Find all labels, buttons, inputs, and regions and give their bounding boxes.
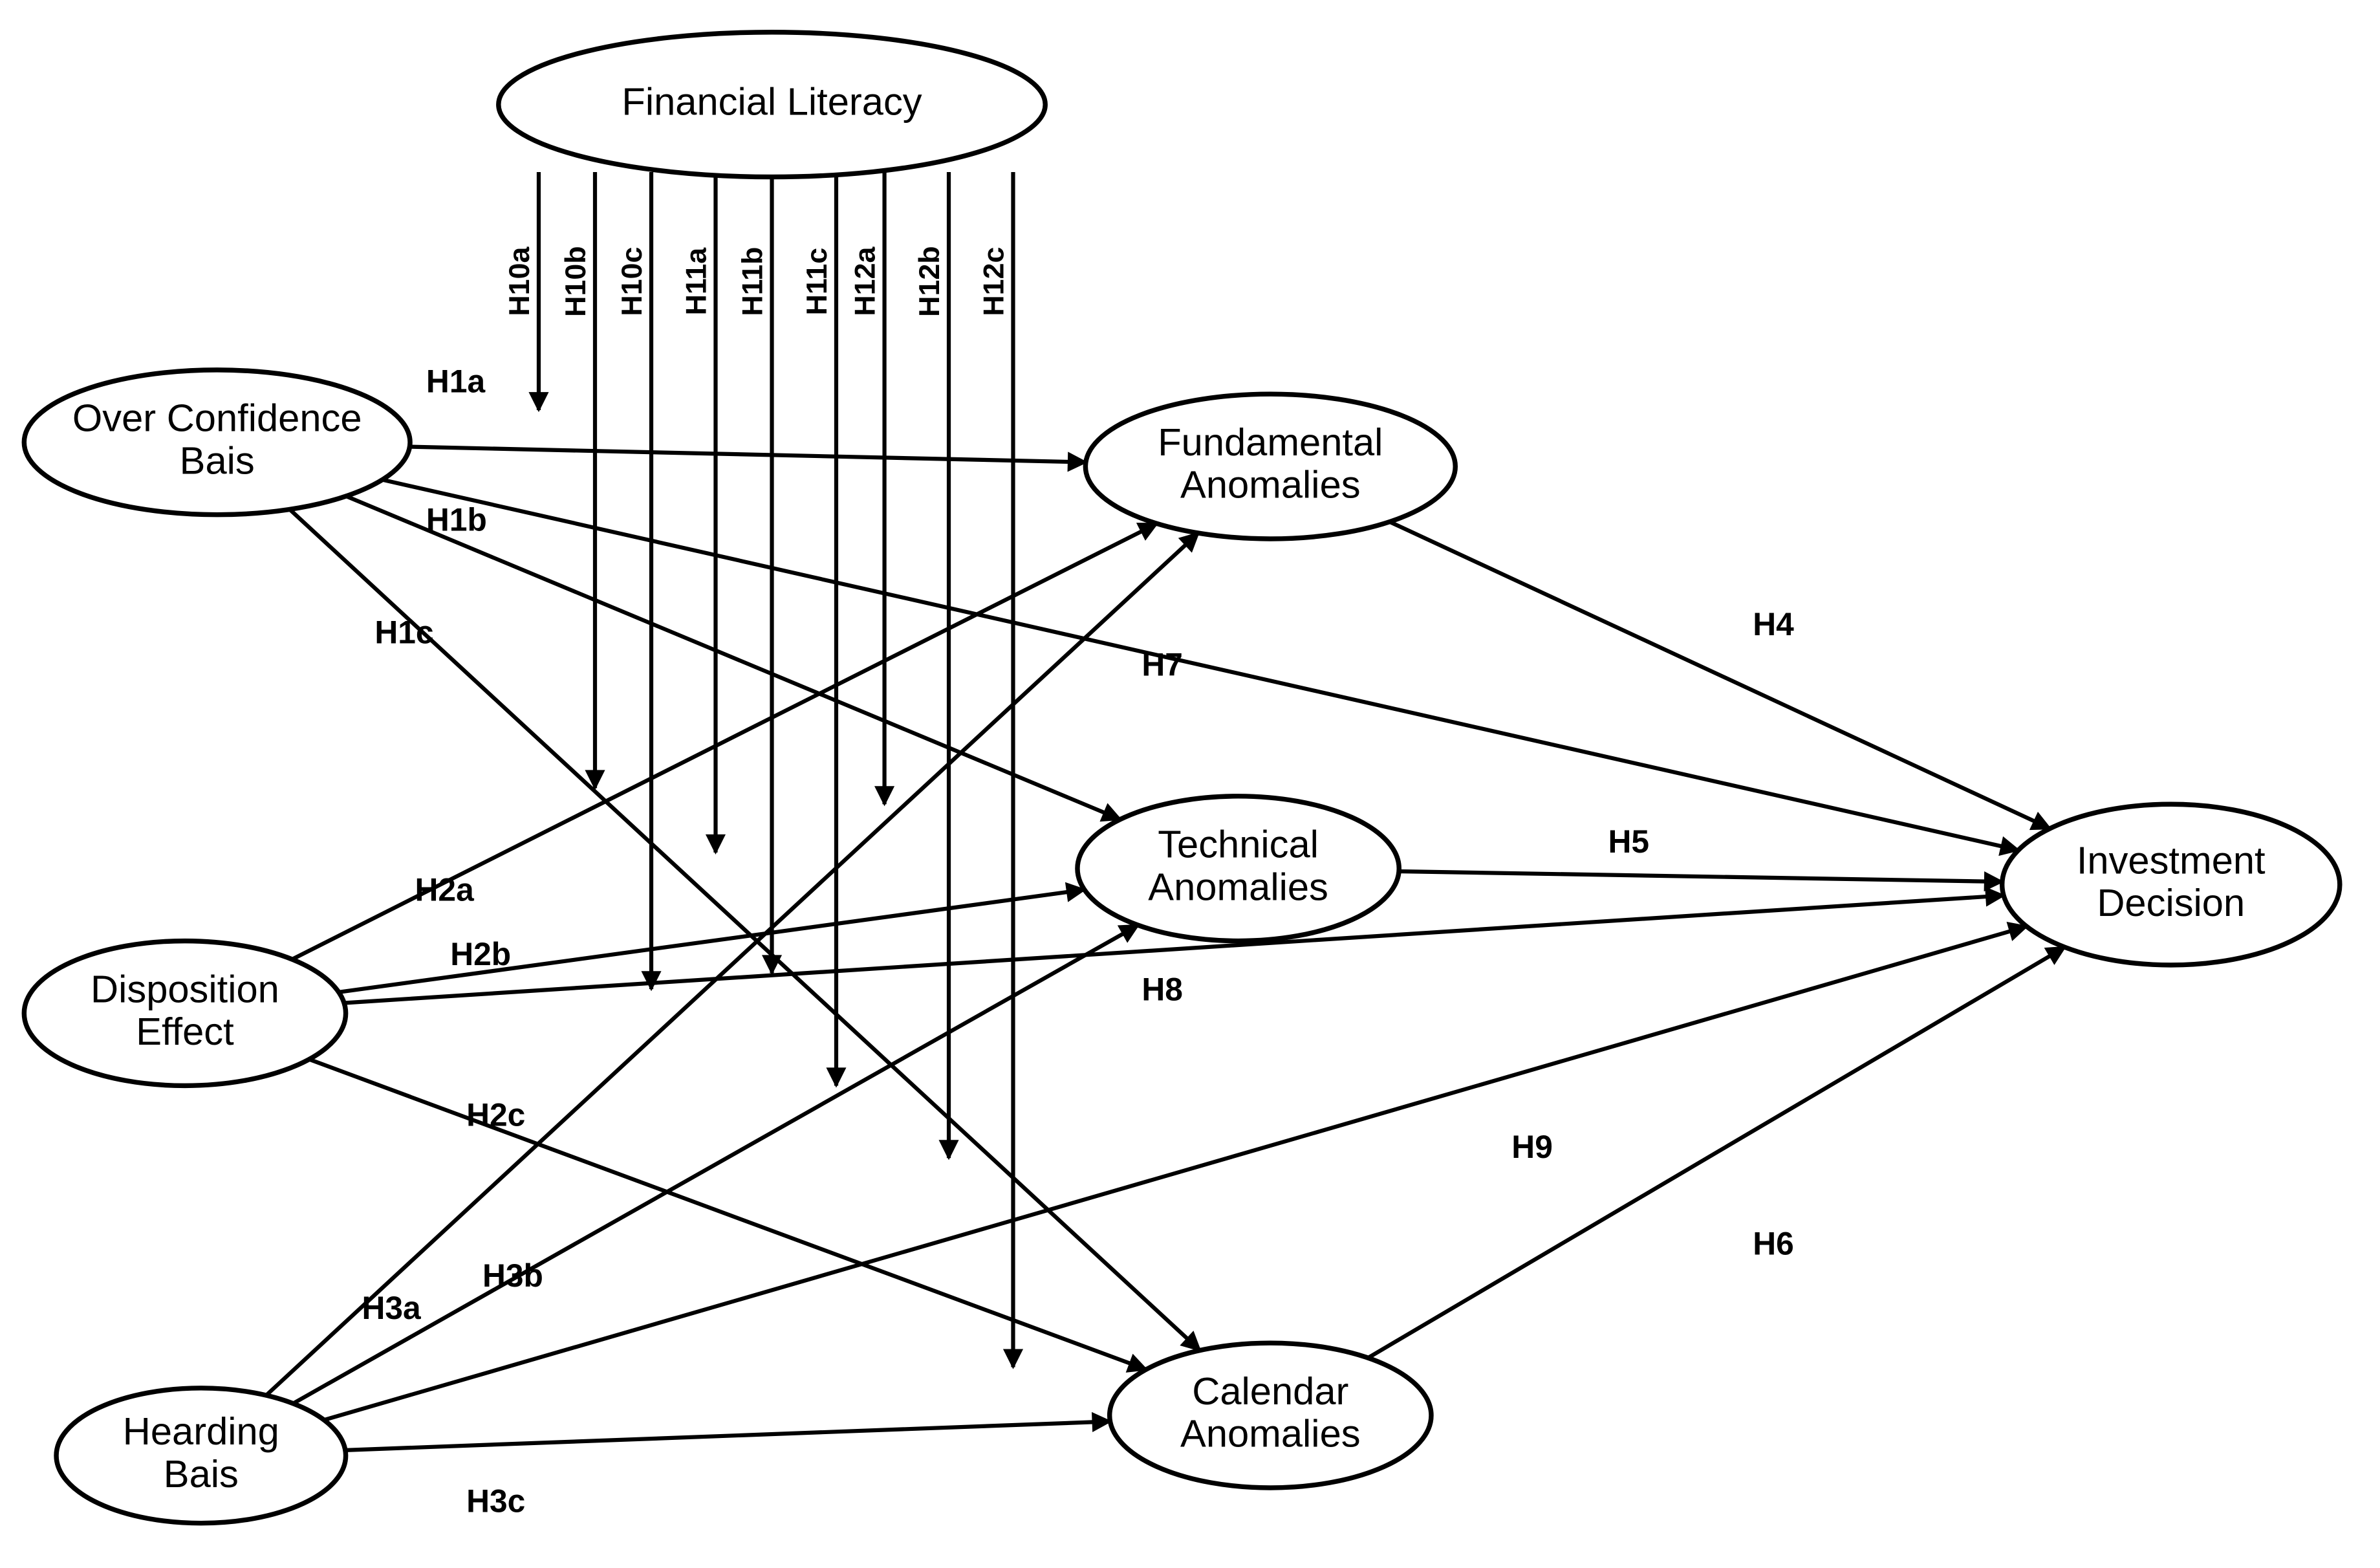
moderator-label-h11b: H11b bbox=[737, 247, 769, 316]
node-label-de-line0: Disposition bbox=[91, 967, 279, 1010]
node-oc: Over ConfidenceBais bbox=[24, 370, 410, 515]
node-ca: CalendarAnomalies bbox=[1110, 1343, 1431, 1488]
edge-h1a bbox=[410, 447, 1086, 463]
edge-label-h1b: H1b bbox=[426, 502, 487, 538]
node-ta: TechnicalAnomalies bbox=[1077, 796, 1399, 941]
node-label-ca-line0: Calendar bbox=[1192, 1369, 1348, 1413]
node-label-fa-line1: Anomalies bbox=[1180, 463, 1361, 506]
moderator-label-h10c: H10c bbox=[616, 247, 648, 316]
node-label-ca-line1: Anomalies bbox=[1180, 1412, 1361, 1455]
edge-h5 bbox=[1399, 871, 2002, 882]
edge-label-h6: H6 bbox=[1753, 1225, 1794, 1261]
moderator-label-h12c: H12c bbox=[978, 247, 1010, 316]
node-inv: InvestmentDecision bbox=[2002, 804, 2340, 965]
node-label-de-line1: Effect bbox=[136, 1010, 234, 1053]
node-label-inv-line0: Investment bbox=[2077, 839, 2266, 882]
node-hb: HeardingBais bbox=[56, 1388, 346, 1523]
node-label-hb-line0: Hearding bbox=[123, 1410, 279, 1453]
node-label-fl-line0: Financial Literacy bbox=[622, 80, 922, 123]
moderator-label-h11c: H11c bbox=[801, 248, 833, 316]
node-fl: Financial Literacy bbox=[499, 32, 1045, 177]
node-label-oc-line1: Bais bbox=[180, 439, 255, 482]
edge-label-h3c: H3c bbox=[466, 1483, 525, 1519]
edges-layer: H1a H1b H1c H2a H2b H2c H3a H3b H3c H4 H5 H6 H7 H8 H9 bbox=[266, 364, 2065, 1519]
moderator-lines-layer: H10a H10b H10c H11a H11b H11c H12a H12b H12c bbox=[503, 172, 1013, 1367]
node-fa: FundamentalAnomalies bbox=[1085, 394, 1455, 539]
edge-label-h7: H7 bbox=[1141, 646, 1183, 682]
node-label-ta-line0: Technical bbox=[1158, 823, 1319, 866]
node-label-hb-line1: Bais bbox=[164, 1452, 239, 1496]
edge-h1b bbox=[346, 496, 1120, 820]
edge-label-h2a: H2a bbox=[415, 871, 475, 908]
moderator-label-h12b: H12b bbox=[913, 246, 946, 316]
edge-label-h1a: H1a bbox=[426, 364, 486, 400]
edge-label-h3b: H3b bbox=[482, 1258, 543, 1294]
moderator-label-h10a: H10a bbox=[503, 246, 536, 316]
node-label-fa-line0: Fundamental bbox=[1158, 420, 1383, 464]
edge-label-h5: H5 bbox=[1608, 823, 1649, 860]
edge-label-h1c: H1c bbox=[374, 615, 433, 651]
node-de: DispositionEffect bbox=[24, 941, 345, 1086]
edge-label-h2b: H2b bbox=[450, 936, 511, 972]
moderator-label-h12a: H12a bbox=[849, 246, 882, 316]
edge-h6 bbox=[1368, 947, 2064, 1358]
edge-label-h8: H8 bbox=[1141, 972, 1183, 1008]
edge-label-h2c: H2c bbox=[466, 1097, 525, 1133]
moderator-label-h11a: H11a bbox=[680, 247, 713, 316]
edge-label-h3a: H3a bbox=[362, 1290, 421, 1326]
edge-label-h9: H9 bbox=[1511, 1129, 1553, 1165]
edge-h3c bbox=[345, 1421, 1110, 1450]
edge-label-h4: H4 bbox=[1753, 606, 1794, 642]
structural-model-diagram: H1aH1bH1cH2aH2bH2cH3aH3bH3cH4H5H6H7H8H9H… bbox=[0, 0, 2380, 1568]
edge-h3a bbox=[266, 533, 1198, 1395]
node-label-oc-line0: Over Confidence bbox=[72, 397, 362, 440]
moderator-label-h10b: H10b bbox=[559, 246, 592, 316]
node-label-ta-line1: Anomalies bbox=[1148, 865, 1328, 908]
node-label-inv-line1: Decision bbox=[2097, 881, 2245, 924]
